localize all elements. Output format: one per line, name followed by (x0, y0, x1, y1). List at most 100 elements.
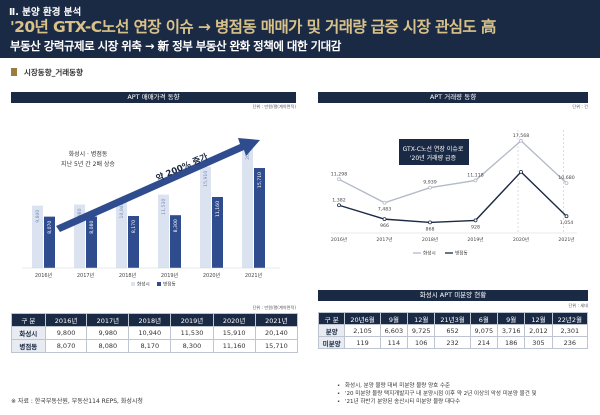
x-tick-label: 2019년 (467, 236, 483, 243)
data-point (564, 214, 569, 219)
row-header-cell: 미분양 (317, 336, 346, 349)
table-cell: 2,012 (524, 324, 553, 337)
row-header-cell: 병점동 (11, 339, 46, 353)
bar-byeongjeom (86, 216, 97, 268)
bar-value-label: 11,530 (161, 199, 167, 215)
source-note: ※ 자료 : 한국부동산원, 부동산114 REPS, 화성시청 (11, 398, 143, 405)
table-cell: 8,070 (44, 339, 88, 353)
bar-byeongjeom (128, 216, 139, 268)
data-point (337, 177, 341, 182)
bar-value-label: 9,980 (77, 208, 83, 221)
x-tick-label: 2020년 (203, 272, 221, 279)
table-header-cell: 22년2월 (551, 312, 589, 325)
x-tick-label: 2016년 (331, 236, 347, 243)
table-header-cell: 2017년 (86, 313, 130, 327)
table-cell: 6,603 (379, 324, 409, 337)
data-point (382, 217, 387, 222)
table-cell: 11,530 (170, 326, 214, 340)
price-chart-unit: 단위 : 만원/평(계약면적) (252, 104, 296, 109)
price-annotation: 화성시 · 병점동 지난 5년 간 2배 상승 (61, 150, 115, 168)
table-header-cell: 2021년 (254, 313, 299, 327)
table-cell: 119 (344, 336, 381, 349)
data-point (519, 170, 523, 174)
bar-hwaseong (158, 194, 169, 268)
table-header-cell: 9월 (497, 312, 526, 325)
page-subtitle: 부동산 강력규제로 시장 위축 → 新 정부 부동산 완화 정책에 대한 기대감 (10, 39, 341, 53)
table-cell: 9,725 (407, 324, 436, 337)
price-bar-chart: 9,800 8,070 2016년 9,980 8,080 2017년 10,940 8,17… (22, 138, 280, 288)
point-value-label: 966 (380, 223, 389, 229)
note-item: 화성시, 분양 물량 대비 미분양 물량 양호 수준 (337, 382, 537, 390)
table-cell: 15,910 (212, 326, 256, 340)
bar-value-label: 8,070 (47, 221, 53, 234)
legend-label: 화성시 (137, 281, 150, 288)
table-header-cell: 구 분 (317, 312, 346, 325)
data-point (337, 203, 341, 208)
table-cell: 8,300 (170, 339, 214, 353)
point-value-label: 7,483 (378, 207, 391, 213)
table-header-cell: 2019년 (170, 313, 214, 327)
table-cell: 106 (407, 336, 436, 349)
point-value-label: 868 (426, 226, 435, 232)
legend-label: 병점동 (455, 250, 468, 257)
bar-value-label: 8,170 (131, 220, 137, 233)
table-header-cell: 2020년 (212, 313, 256, 327)
table-cell: 3,716 (497, 324, 526, 337)
table-header-row: 구 분 2016년 2017년 2018년 2019년 2020년 2021년 (11, 313, 299, 327)
series-line-byeongjeom (338, 170, 567, 224)
data-point (564, 181, 569, 186)
legend-swatch (131, 282, 135, 286)
table-cell: 11,160 (212, 339, 256, 353)
legend-swatch (157, 282, 161, 286)
point-value-label: 2,383 (514, 164, 527, 170)
table-header-cell: 12월 (407, 312, 436, 325)
bar-value-label: 8,300 (173, 219, 179, 232)
table-cell: 214 (469, 336, 499, 349)
table-cell: 232 (434, 336, 471, 349)
bar-hwaseong (32, 205, 43, 268)
table-cell: 236 (551, 336, 589, 349)
data-point (473, 178, 478, 183)
volume-line-chart: 11,298 7,483 9,939 11,118 17,568 10,680 1,382 9… (331, 130, 577, 257)
unsold-table-unit: 단위 : 세대 (568, 303, 588, 308)
series-line-hwaseong (338, 139, 567, 204)
table-header-row: 구 분 20년6월 9월 12월 21년3월 6월 9월 12월 22년2월 (317, 312, 589, 325)
bar-byeongjeom (212, 196, 223, 268)
unsold-table: 구 분 20년6월 9월 12월 21년3월 6월 9월 12월 22년2월 분양 2,105 6,6… (317, 312, 589, 349)
table-header-cell: 6월 (469, 312, 499, 325)
section-marker-icon (11, 68, 17, 76)
table-header-cell: 21년3월 (434, 312, 471, 325)
legend-label: 화성시 (423, 250, 436, 257)
table-header-cell: 9월 (379, 312, 409, 325)
table-cell: 15,710 (254, 339, 299, 353)
table-cell: 305 (524, 336, 553, 349)
bar-value-label: 15,910 (203, 171, 209, 187)
x-tick-label: 2016년 (35, 272, 53, 279)
point-value-label: 10,680 (558, 175, 574, 181)
data-point (428, 185, 432, 190)
annotation-box (399, 139, 469, 165)
point-value-label: 928 (471, 224, 480, 230)
price-chart-title: APT 매매가격 동향 (11, 92, 296, 103)
bar-hwaseong (200, 166, 211, 268)
volume-annotation-line1: GTX-C노선 연장 이슈로 (403, 145, 464, 153)
page-title: '20년 GTX-C노선 연장 이슈 → 병점동 매매가 및 거래량 급증 시장… (10, 18, 496, 36)
x-tick-label: 2021년 (558, 236, 574, 243)
price-annotation-line1: 화성시 · 병점동 (69, 150, 108, 158)
point-value-label: 1,382 (332, 197, 345, 203)
data-point (428, 220, 432, 225)
x-tick-label: 2019년 (161, 272, 179, 279)
table-row: 화성시 9,800 9,980 10,940 11,530 15,910 20,140 (11, 326, 299, 340)
section-title: 시장동향_거래동향 (24, 68, 83, 77)
x-tick-label: 2017년 (77, 272, 95, 279)
table-cell: 9,980 (86, 326, 130, 340)
table-row: 미분양 119 114 106 232 214 186 305 236 (317, 336, 589, 349)
growth-arrow-icon (56, 138, 260, 232)
x-tick-label: 2020년 (513, 236, 529, 243)
bar-value-label: 8,080 (89, 221, 95, 234)
volume-chart-title: APT 거래량 동향 (318, 92, 588, 103)
table-header-cell: 2018년 (128, 313, 172, 327)
table-cell: 9,075 (469, 324, 499, 337)
bar-value-label: 9,800 (35, 210, 41, 223)
table-cell: 2,105 (344, 324, 381, 337)
